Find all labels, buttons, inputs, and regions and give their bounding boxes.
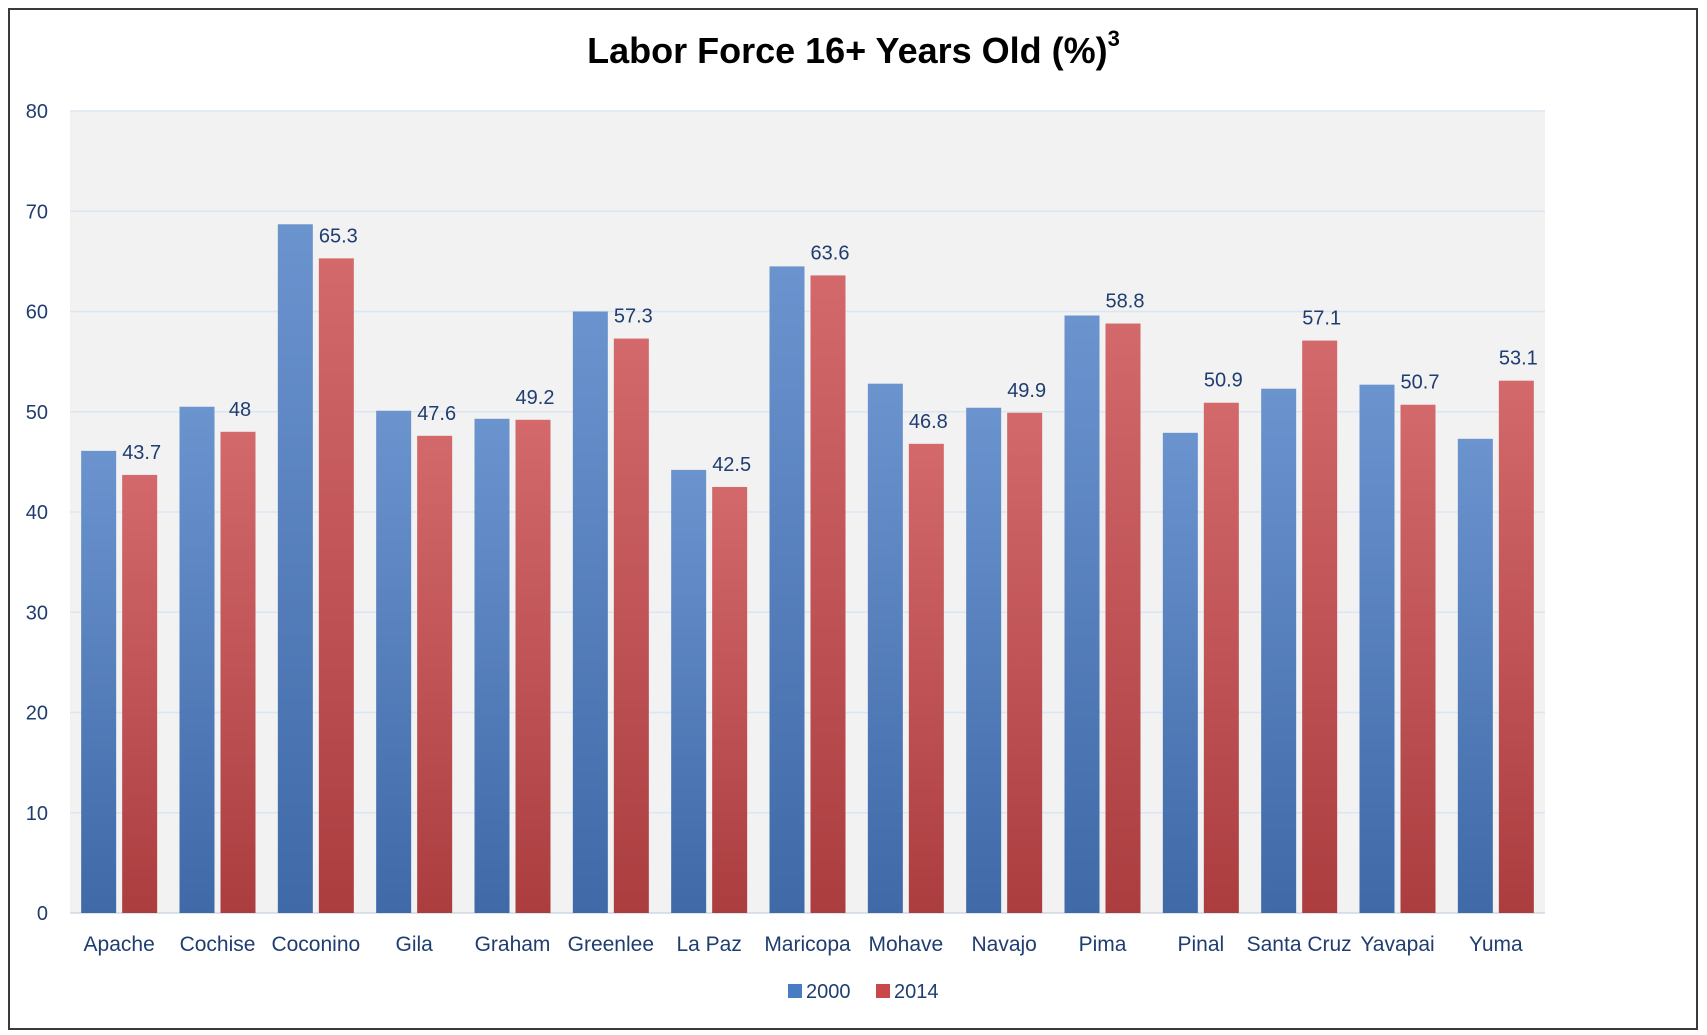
x-category-label: Santa Cruz — [1247, 933, 1352, 956]
bar-2000-mohave — [867, 383, 903, 913]
y-tick-label: 50 — [26, 402, 48, 424]
y-tick-label: 30 — [26, 602, 48, 624]
x-category-label: Navajo — [971, 933, 1036, 956]
bar-2014-graham — [515, 419, 551, 913]
bar-2000-maricopa — [769, 266, 805, 913]
x-category-label: Apache — [84, 933, 155, 956]
bar-2000-la-paz — [671, 469, 707, 913]
data-labels: 43.7 48 65.3 47.6 49.2 57.3 42.5 63.6 46.8 49.9 58… — [122, 225, 1538, 476]
y-tick-label: 0 — [37, 903, 48, 925]
bar-2000-apache — [81, 450, 117, 913]
bar-2014-maricopa — [810, 275, 846, 913]
bar-2000-greenlee — [572, 311, 608, 913]
y-tick-label: 80 — [26, 101, 48, 123]
data-label-2014-navajo: 49.9 — [1007, 380, 1046, 402]
chart-title-text: Labor Force 16+ Years Old (%) — [587, 30, 1108, 71]
y-tick-label: 10 — [26, 803, 48, 825]
bar-2014-yuma — [1498, 380, 1534, 913]
data-label-2014-apache: 43.7 — [122, 442, 161, 464]
bar-2014-santa-cruz — [1302, 340, 1338, 913]
bar-2000-coconino — [277, 224, 313, 914]
bar-2000-pinal — [1162, 432, 1198, 913]
x-category-label: Yavapai — [1360, 933, 1434, 956]
bar-2014-apache — [122, 474, 158, 913]
x-category-label: Cochise — [180, 933, 256, 956]
y-tick-label: 20 — [26, 703, 48, 725]
y-axis-ticks: 0 10 20 30 40 50 60 70 80 — [26, 101, 48, 925]
bar-2000-yavapai — [1359, 384, 1395, 913]
legend-swatch-2014 — [876, 984, 890, 998]
x-category-label: La Paz — [676, 933, 741, 956]
bar-2014-mohave — [908, 443, 944, 913]
data-label-2014-pinal: 50.9 — [1204, 370, 1243, 392]
bar-2014-gila — [417, 435, 453, 913]
y-tick-label: 60 — [26, 302, 48, 324]
bar-2014-pinal — [1203, 402, 1239, 913]
legend: 2000 2014 — [788, 981, 939, 1003]
data-label-2014-pima: 58.8 — [1106, 291, 1145, 313]
bar-2014-coconino — [318, 258, 354, 913]
bar-2000-navajo — [966, 407, 1002, 913]
data-label-2014-yavapai: 50.7 — [1401, 372, 1440, 394]
data-label-2014-mohave: 46.8 — [909, 411, 948, 433]
x-category-label: Gila — [395, 933, 433, 956]
x-category-label: Maricopa — [764, 933, 851, 956]
bar-2000-graham — [474, 418, 510, 913]
y-tick-label: 40 — [26, 502, 48, 524]
legend-label-2000: 2000 — [806, 981, 851, 1003]
x-category-label: Pinal — [1177, 933, 1224, 956]
bars — [81, 224, 1534, 914]
x-category-label: Pima — [1079, 933, 1127, 956]
data-label-2014-santa-cruz: 57.1 — [1302, 308, 1341, 330]
bar-2000-yuma — [1457, 438, 1493, 913]
data-label-2014-cochise: 48 — [229, 399, 251, 421]
chart-title: Labor Force 16+ Years Old (%)3 — [0, 26, 1707, 72]
gridlines — [70, 110, 1545, 914]
bar-2014-pima — [1105, 323, 1141, 913]
bar-2014-yavapai — [1400, 404, 1436, 913]
bar-2014-la-paz — [712, 486, 748, 913]
data-label-2014-coconino: 65.3 — [319, 225, 358, 247]
legend-label-2014: 2014 — [894, 981, 939, 1003]
bar-2000-cochise — [179, 406, 215, 913]
data-label-2014-yuma: 53.1 — [1499, 348, 1538, 370]
legend-swatch-2000 — [788, 984, 802, 998]
bar-2014-greenlee — [613, 338, 649, 913]
bar-2014-cochise — [220, 431, 256, 913]
y-tick-label: 70 — [26, 201, 48, 223]
data-label-2014-graham: 49.2 — [516, 387, 555, 409]
bar-2000-gila — [376, 410, 412, 913]
x-category-label: Graham — [475, 933, 551, 956]
data-label-2014-la-paz: 42.5 — [712, 454, 751, 476]
bar-2014-navajo — [1007, 412, 1043, 913]
x-category-label: Mohave — [868, 933, 943, 956]
data-label-2014-greenlee: 57.3 — [614, 306, 653, 328]
chart-title-superscript: 3 — [1107, 26, 1120, 51]
data-label-2014-maricopa: 63.6 — [811, 242, 850, 264]
data-label-2014-gila: 47.6 — [417, 403, 456, 425]
x-category-label: Yuma — [1469, 933, 1523, 956]
x-axis-categories: Apache Cochise Coconino Gila Graham Greenlee L… — [84, 933, 1523, 956]
bar-2000-pima — [1064, 315, 1100, 913]
bar-2000-santa-cruz — [1261, 388, 1297, 913]
x-category-label: Greenlee — [568, 933, 654, 956]
x-category-label: Coconino — [271, 933, 360, 956]
